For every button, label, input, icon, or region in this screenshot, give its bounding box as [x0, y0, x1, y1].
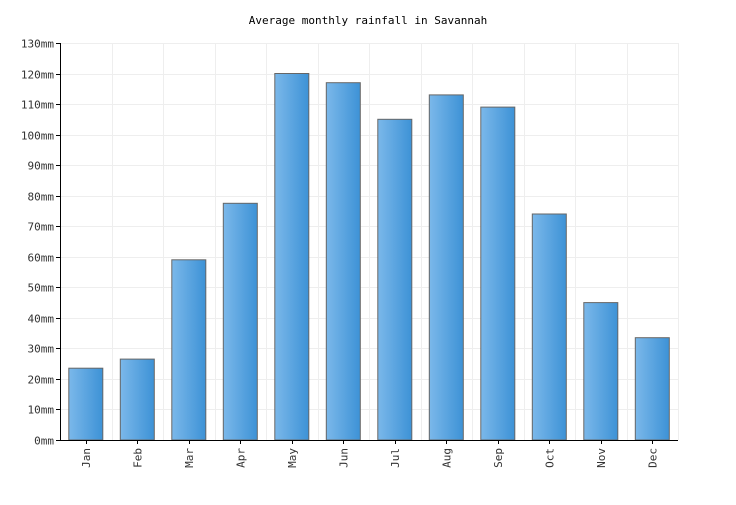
- x-tick-label: Mar: [183, 448, 196, 468]
- x-tick-label: Jul: [389, 448, 402, 468]
- y-tick-label: 10mm: [28, 404, 55, 417]
- y-tick-label: 0mm: [34, 435, 54, 448]
- grid: [60, 43, 679, 441]
- bar-aug: [428, 94, 464, 441]
- x-tick-label: Jan: [80, 448, 93, 468]
- y-tick-labels: 0mm 10mm 20mm 30mm 40mm 50mm 60mm 70mm 80mm 90mm 1…: [21, 38, 54, 448]
- bar-dec: [634, 337, 670, 441]
- y-tick-label: 50mm: [28, 282, 55, 295]
- y-tick-label: 130mm: [21, 38, 54, 51]
- bars: [68, 73, 670, 441]
- y-tick-label: 30mm: [28, 343, 55, 356]
- y-tick-label: 60mm: [28, 252, 55, 265]
- x-tick-label: Oct: [543, 448, 556, 468]
- x-tick-label: Feb: [131, 448, 144, 468]
- y-tick-label: 20mm: [28, 374, 55, 387]
- bar-nov: [583, 302, 619, 441]
- x-tick-label: Jun: [337, 448, 350, 468]
- bar-mar: [171, 259, 207, 441]
- x-tick-label: Dec: [646, 448, 659, 468]
- x-tick-label: Apr: [234, 448, 247, 468]
- x-tick-labels: Jan Feb Mar Apr May Jun Jul Aug Sep Oct Nov Dec: [80, 448, 660, 468]
- x-tick-label: Nov: [595, 448, 608, 468]
- bar-jul: [377, 118, 413, 441]
- bar-apr: [222, 202, 258, 441]
- y-tick-label: 110mm: [21, 99, 54, 112]
- axes: [56, 43, 678, 444]
- y-tick-label: 70mm: [28, 221, 55, 234]
- y-tick-label: 120mm: [21, 69, 54, 82]
- x-tick-label: Aug: [440, 448, 453, 468]
- bar-sep: [480, 106, 516, 441]
- bar-jan: [68, 367, 104, 441]
- y-tick-label: 80mm: [28, 191, 55, 204]
- y-tick-label: 90mm: [28, 160, 55, 173]
- y-tick-label: 100mm: [21, 130, 54, 143]
- y-tick-label: 40mm: [28, 313, 55, 326]
- x-tick-label: May: [286, 448, 299, 468]
- bar-oct: [531, 213, 567, 441]
- bar-may: [274, 73, 310, 441]
- x-tick-label: Sep: [492, 448, 505, 468]
- chart-title: Average monthly rainfall in Savannah: [248, 14, 488, 27]
- bar-jun: [325, 82, 361, 441]
- bar-feb: [119, 358, 155, 441]
